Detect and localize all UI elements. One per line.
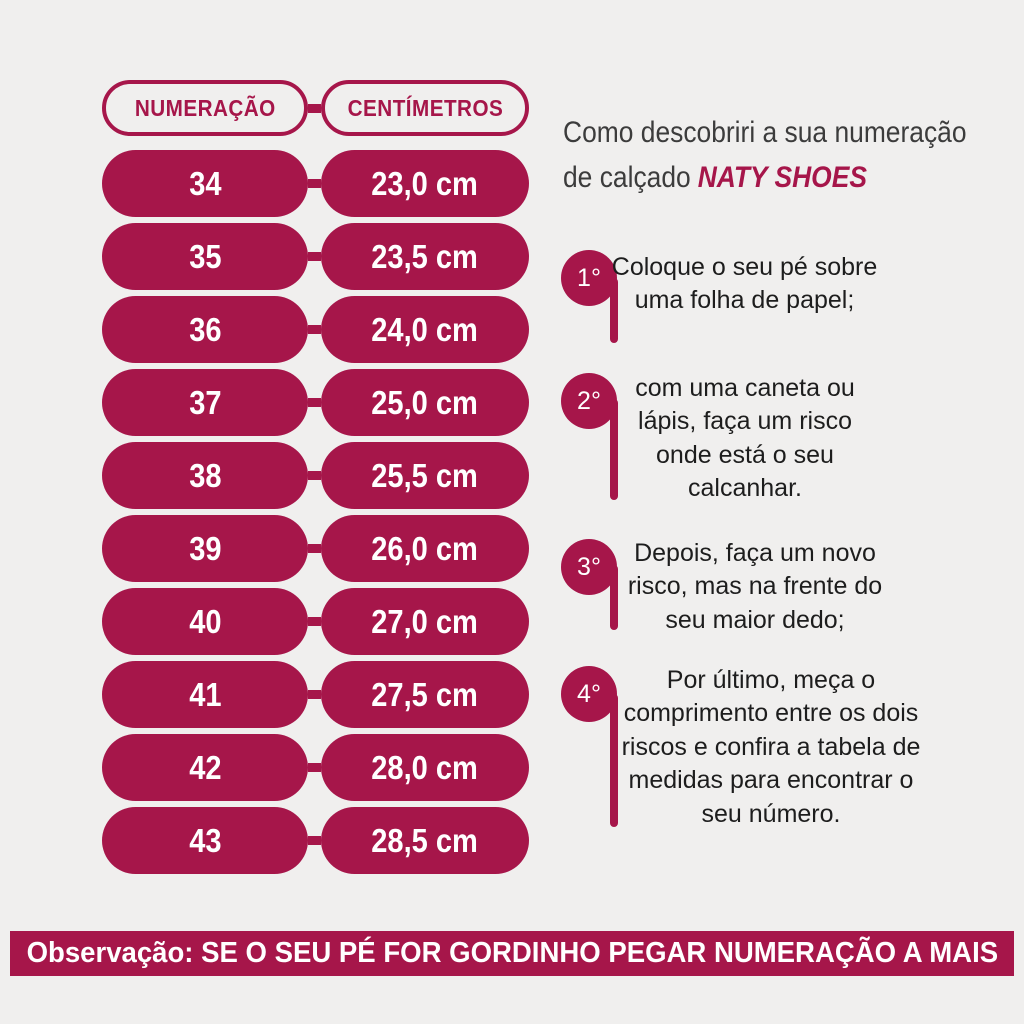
cm-value: 25,0 cm xyxy=(371,383,479,421)
cm-pill: 24,0 cm xyxy=(321,296,529,363)
size-pill: 35 xyxy=(102,223,308,290)
guide-title-line2: de calçado NATY SHOES xyxy=(563,155,967,200)
cm-value: 28,0 cm xyxy=(371,748,479,786)
row-connector xyxy=(308,103,321,113)
cm-value: 24,0 cm xyxy=(371,310,479,348)
size-pill: 41 xyxy=(102,661,308,728)
step-3-badge: 3° xyxy=(561,539,617,595)
cm-pill: 25,5 cm xyxy=(321,442,529,509)
row-connector xyxy=(308,836,321,845)
size-pill: 42 xyxy=(102,734,308,801)
cm-value: 23,5 cm xyxy=(371,237,479,275)
table-row: 42 28,0 cm xyxy=(102,734,529,801)
table-row: 34 23,0 cm xyxy=(102,150,529,217)
size-pill: 43 xyxy=(102,807,308,874)
brand-name: NATY SHOES xyxy=(697,161,867,194)
step-3-pin-tail xyxy=(610,565,618,630)
cm-pill: 26,0 cm xyxy=(321,515,529,582)
step-3-number: 3° xyxy=(577,552,601,581)
step-2-number: 2° xyxy=(577,386,601,415)
table-row: 36 24,0 cm xyxy=(102,296,529,363)
row-connector xyxy=(308,179,321,188)
size-table: NUMERAÇÃO CENTÍMETROS 34 23,0 cm 35 23,5… xyxy=(102,80,529,880)
guide-title: Como descobriri a sua numeração de calça… xyxy=(563,110,1022,200)
step-4-number: 4° xyxy=(577,679,601,708)
note-banner-text: Observação: SE O SEU PÉ FOR GORDINHO PEG… xyxy=(26,937,998,969)
size-value: 41 xyxy=(188,675,222,713)
size-pill: 40 xyxy=(102,588,308,655)
step-3-text: Depois, faça um novo risco, mas na frent… xyxy=(627,539,883,634)
step-4-badge: 4° xyxy=(561,666,617,722)
size-pill: 39 xyxy=(102,515,308,582)
header-centimetros-label: CENTÍMETROS xyxy=(347,94,503,121)
row-connector xyxy=(308,617,321,626)
step-2-pin-tail xyxy=(610,399,618,500)
step-1-number: 1° xyxy=(577,263,601,292)
step-4-pin-tail xyxy=(610,694,618,827)
size-pill: 34 xyxy=(102,150,308,217)
step-1-pin-tail xyxy=(610,278,618,343)
size-value: 34 xyxy=(188,164,222,202)
step-1-badge: 1° xyxy=(561,250,617,306)
cm-value: 28,5 cm xyxy=(371,821,479,859)
size-value: 38 xyxy=(188,456,222,494)
guide-title-line2-text: de calçado xyxy=(563,161,691,194)
guide-title-line1: Como descobriri a sua numeração xyxy=(563,116,967,149)
table-row: 37 25,0 cm xyxy=(102,369,529,436)
size-value: 43 xyxy=(188,821,222,859)
cm-value: 26,0 cm xyxy=(371,529,479,567)
step-1-text: Coloque o seu pé sobre uma folha de pape… xyxy=(611,253,878,315)
header-pill-centimetros: CENTÍMETROS xyxy=(321,80,529,136)
cm-value: 25,5 cm xyxy=(371,456,479,494)
size-pill: 38 xyxy=(102,442,308,509)
cm-pill: 28,0 cm xyxy=(321,734,529,801)
row-connector xyxy=(308,763,321,772)
cm-pill: 23,5 cm xyxy=(321,223,529,290)
size-value: 35 xyxy=(188,237,222,275)
table-row: 43 28,5 cm xyxy=(102,807,529,874)
row-connector xyxy=(308,398,321,407)
size-value: 39 xyxy=(188,529,222,567)
header-numeracao-label: NUMERAÇÃO xyxy=(134,94,276,121)
size-value: 40 xyxy=(188,602,222,640)
size-value: 36 xyxy=(188,310,222,348)
cm-value: 23,0 cm xyxy=(371,164,479,202)
cm-pill: 28,5 cm xyxy=(321,807,529,874)
cm-value: 27,5 cm xyxy=(371,675,479,713)
cm-value: 27,0 cm xyxy=(371,602,479,640)
table-row: 35 23,5 cm xyxy=(102,223,529,290)
row-connector xyxy=(308,471,321,480)
table-row: 41 27,5 cm xyxy=(102,661,529,728)
step-2-text: com uma caneta ou lápis, faça um risco o… xyxy=(635,374,855,503)
cm-pill: 27,0 cm xyxy=(321,588,529,655)
size-pill: 36 xyxy=(102,296,308,363)
header-pill-numeracao: NUMERAÇÃO xyxy=(102,80,308,136)
step-4-text: Por último, meça o comprimento entre os … xyxy=(621,666,921,828)
row-connector xyxy=(308,325,321,334)
size-value: 37 xyxy=(188,383,222,421)
note-banner: Observação: SE O SEU PÉ FOR GORDINHO PEG… xyxy=(10,931,1014,976)
table-row: 39 26,0 cm xyxy=(102,515,529,582)
row-connector xyxy=(308,690,321,699)
table-row: 38 25,5 cm xyxy=(102,442,529,509)
size-value: 42 xyxy=(188,748,222,786)
step-2-badge: 2° xyxy=(561,373,617,429)
table-header-row: NUMERAÇÃO CENTÍMETROS xyxy=(102,80,529,136)
table-row: 40 27,0 cm xyxy=(102,588,529,655)
row-connector xyxy=(308,544,321,553)
cm-pill: 27,5 cm xyxy=(321,661,529,728)
cm-pill: 25,0 cm xyxy=(321,369,529,436)
size-pill: 37 xyxy=(102,369,308,436)
cm-pill: 23,0 cm xyxy=(321,150,529,217)
row-connector xyxy=(308,252,321,261)
